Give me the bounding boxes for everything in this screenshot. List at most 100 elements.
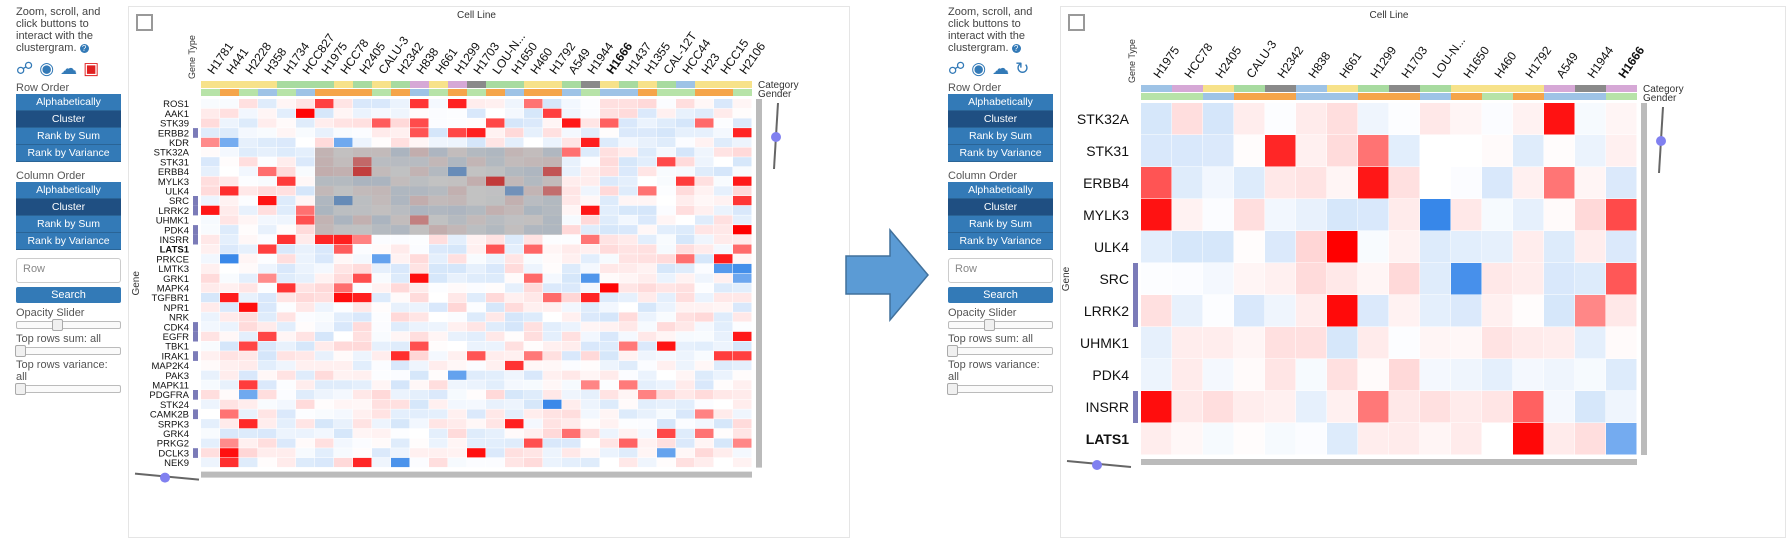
heatmap-cell[interactable]	[391, 380, 410, 390]
heatmap-cell[interactable]	[239, 448, 258, 458]
heatmap-cell[interactable]	[638, 370, 657, 380]
heatmap-cell[interactable]	[1482, 199, 1513, 231]
heatmap-cell[interactable]	[239, 399, 258, 409]
heatmap-cell[interactable]	[543, 244, 562, 254]
heatmap-cell[interactable]	[619, 215, 638, 225]
heatmap-cell[interactable]	[600, 176, 619, 186]
heatmap-cell[interactable]	[486, 312, 505, 322]
top-rows-sum-slider-right[interactable]	[947, 345, 1053, 357]
heatmap-cell[interactable]	[486, 458, 505, 467]
heatmap-cell[interactable]	[676, 331, 695, 341]
heatmap-cell[interactable]	[638, 128, 657, 138]
heatmap-cell[interactable]	[619, 341, 638, 351]
heatmap-cell[interactable]	[600, 380, 619, 389]
heatmap-cell[interactable]	[391, 128, 410, 138]
heatmap-cell[interactable]	[467, 157, 486, 167]
heatmap-cell[interactable]	[296, 263, 315, 274]
heatmap-cell[interactable]	[1265, 295, 1296, 327]
heatmap-cell[interactable]	[733, 302, 752, 312]
heatmap-cell[interactable]	[486, 331, 505, 341]
heatmap-cell[interactable]	[1172, 199, 1203, 231]
heatmap-cell[interactable]	[581, 331, 600, 341]
heatmap-cell[interactable]	[524, 438, 543, 448]
heatmap-cell[interactable]	[657, 302, 676, 312]
heatmap-cell[interactable]	[296, 322, 315, 331]
row-label[interactable]: STK32A	[1077, 111, 1130, 127]
heatmap-cell[interactable]	[505, 370, 524, 380]
heatmap-cell[interactable]	[695, 283, 714, 292]
expand-icon[interactable]	[1068, 14, 1085, 31]
heatmap-cell[interactable]	[1296, 167, 1327, 199]
heatmap-cell[interactable]	[1451, 327, 1482, 359]
heatmap-cell[interactable]	[543, 99, 562, 109]
heatmap-cell[interactable]	[486, 370, 505, 380]
heatmap-cell[interactable]	[239, 264, 258, 273]
heatmap-cell[interactable]	[600, 196, 619, 206]
heatmap-cell[interactable]	[467, 303, 486, 312]
heatmap-cell[interactable]	[410, 341, 429, 351]
heatmap-cell[interactable]	[676, 254, 695, 264]
heatmap-cell[interactable]	[391, 157, 410, 167]
heatmap-cell[interactable]	[1544, 391, 1575, 423]
heatmap-cell[interactable]	[505, 244, 524, 254]
heatmap-cell[interactable]	[1482, 423, 1513, 455]
heatmap-cell[interactable]	[581, 351, 600, 361]
heatmap-cell[interactable]	[1141, 295, 1172, 327]
column-dendrogram[interactable]	[1141, 459, 1637, 465]
top-rows-variance-knob[interactable]	[15, 383, 26, 395]
heatmap-cell[interactable]	[429, 263, 448, 274]
column-label[interactable]: H1650	[1460, 43, 1492, 80]
heatmap-cell[interactable]	[714, 283, 733, 293]
heatmap-cell[interactable]	[315, 457, 334, 468]
heatmap-cell[interactable]	[505, 157, 524, 167]
heatmap-cell[interactable]	[714, 302, 733, 312]
heatmap-cell[interactable]	[695, 361, 714, 370]
heatmap-cell[interactable]	[429, 399, 448, 409]
heatmap-cell[interactable]	[201, 205, 220, 215]
heatmap-cell[interactable]	[372, 263, 391, 274]
heatmap-cell[interactable]	[220, 167, 239, 176]
heatmap-cell[interactable]	[638, 186, 657, 196]
column-label[interactable]: H838	[1305, 49, 1333, 81]
heatmap-cell[interactable]	[657, 206, 676, 215]
heatmap-cell[interactable]	[239, 196, 258, 205]
heatmap-cell[interactable]	[372, 419, 391, 429]
heatmap-cell[interactable]	[277, 293, 296, 303]
heatmap-cell[interactable]	[201, 108, 220, 118]
heatmap-cell[interactable]	[429, 137, 448, 147]
heatmap-cell[interactable]	[258, 177, 277, 186]
row-label[interactable]: EGFR	[163, 332, 190, 343]
heatmap-cell[interactable]	[467, 380, 486, 390]
heatmap-cell[interactable]	[695, 215, 714, 225]
heatmap-cell[interactable]	[258, 458, 277, 467]
heatmap-cell[interactable]	[239, 177, 258, 186]
heatmap-cell[interactable]	[410, 360, 429, 371]
heatmap-cell[interactable]	[714, 400, 733, 409]
heatmap-cell[interactable]	[315, 137, 334, 147]
heatmap-cell[interactable]	[600, 312, 619, 322]
heatmap-cell[interactable]	[524, 234, 543, 244]
heatmap-cell[interactable]	[448, 457, 467, 468]
heatmap-cell[interactable]	[638, 273, 657, 283]
heatmap-cell[interactable]	[543, 147, 562, 157]
heatmap-cell[interactable]	[296, 147, 315, 157]
heatmap-cell[interactable]	[619, 331, 638, 341]
heatmap-cell[interactable]	[1482, 327, 1513, 359]
heatmap-cell[interactable]	[467, 254, 486, 263]
heatmap-cell[interactable]	[467, 215, 486, 225]
heatmap-cell[interactable]	[543, 128, 562, 138]
heatmap-cell[interactable]	[733, 438, 752, 448]
heatmap-cell[interactable]	[638, 157, 657, 167]
heatmap-cell[interactable]	[581, 157, 600, 166]
heatmap-cell[interactable]	[315, 244, 334, 254]
heatmap-cell[interactable]	[448, 342, 467, 351]
heatmap-cell[interactable]	[733, 196, 752, 206]
heatmap-cell[interactable]	[220, 244, 239, 254]
heatmap-cell[interactable]	[1451, 263, 1482, 295]
heatmap-cell[interactable]	[1482, 135, 1513, 167]
heatmap-cell[interactable]	[315, 99, 334, 109]
heatmap-cell[interactable]	[315, 380, 334, 390]
crop-selection-overlay[interactable]	[315, 147, 562, 235]
heatmap-cell[interactable]	[695, 322, 714, 332]
heatmap-cell[interactable]	[467, 438, 486, 448]
